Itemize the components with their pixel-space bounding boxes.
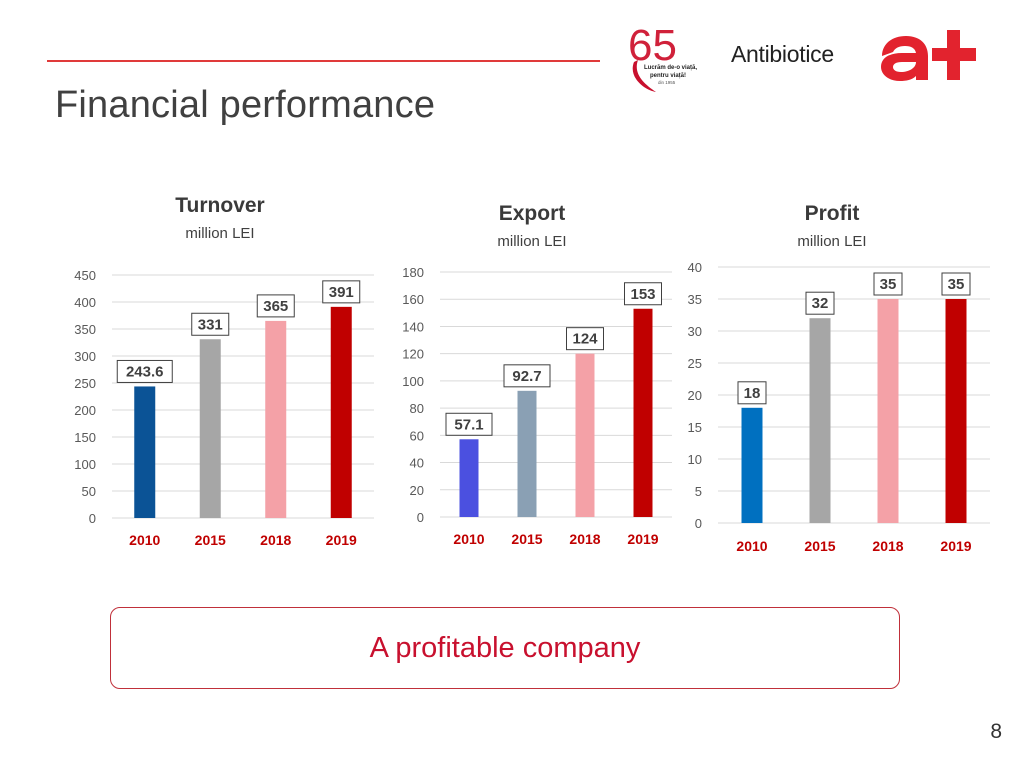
data-label: 57.1 — [454, 416, 483, 433]
banner-text: A profitable company — [369, 631, 641, 664]
bar-2019 — [330, 306, 352, 518]
y-tick-label: 180 — [402, 265, 424, 280]
y-tick-label: 25 — [688, 356, 702, 371]
data-label-box — [805, 291, 835, 315]
y-tick-label: 100 — [74, 457, 96, 472]
x-tick-label: 2019 — [627, 531, 658, 547]
y-tick-label: 5 — [695, 484, 702, 499]
bar-2015 — [517, 390, 537, 517]
chart-title-export: Export — [498, 202, 566, 225]
y-tick-label: 80 — [410, 401, 424, 416]
anniversary-tagline-3: din 1955 — [658, 80, 676, 85]
data-label-box — [445, 412, 493, 436]
data-label-box — [322, 280, 361, 304]
y-tick-label: 15 — [688, 420, 702, 435]
x-tick-label: 2018 — [569, 531, 600, 547]
brand-name: Antibiotice — [731, 41, 834, 67]
data-label: 243.6 — [126, 363, 164, 380]
bar-2019 — [945, 299, 967, 523]
y-tick-label: 160 — [402, 292, 424, 307]
bar-2018 — [265, 320, 287, 518]
y-tick-label: 100 — [402, 374, 424, 389]
chart-subtitle-turnover: million LEI — [185, 225, 255, 242]
chart-subtitle-profit: million LEI — [797, 233, 867, 250]
data-label-box — [191, 312, 230, 336]
data-label: 32 — [812, 295, 829, 312]
y-tick-label: 450 — [74, 268, 96, 283]
x-tick-label: 2015 — [804, 538, 835, 554]
x-tick-label: 2015 — [511, 531, 542, 547]
y-tick-label: 0 — [695, 516, 702, 531]
summary-banner: A profitable company — [110, 607, 900, 689]
header-rule — [47, 60, 600, 62]
bar-2010 — [741, 407, 763, 523]
page-number: 8 — [990, 720, 1002, 743]
y-tick-label: 0 — [89, 511, 96, 526]
y-tick-label: 400 — [74, 295, 96, 310]
bar-2010 — [134, 386, 156, 518]
data-label: 124 — [572, 331, 598, 348]
anniversary-number: 65 — [628, 22, 677, 70]
y-tick-label: 20 — [688, 388, 702, 403]
chart-title-profit: Profit — [804, 202, 860, 225]
data-label-box — [873, 272, 903, 296]
x-tick-label: 2015 — [195, 532, 226, 548]
y-tick-label: 40 — [688, 260, 702, 275]
y-tick-label: 20 — [410, 483, 424, 498]
page-title: Financial performance — [55, 84, 436, 126]
data-label: 35 — [948, 276, 965, 293]
export-chart: 0 20 40 60 80 100 120 140 160 180 2010 57.1 2015 92.7… — [402, 265, 672, 547]
y-tick-label: 50 — [82, 484, 96, 499]
data-label-box — [566, 327, 604, 351]
y-tick-label: 60 — [410, 428, 424, 443]
y-tick-label: 40 — [410, 456, 424, 471]
data-label: 92.7 — [512, 368, 541, 385]
data-label: 391 — [329, 284, 354, 301]
data-label: 18 — [744, 385, 761, 402]
y-tick-label: 350 — [74, 322, 96, 337]
y-tick-label: 120 — [402, 347, 424, 362]
data-label-box — [116, 359, 173, 383]
a-plus-logo-icon — [881, 30, 976, 81]
heart-swoosh-icon — [632, 60, 656, 92]
data-label-box — [624, 282, 662, 306]
data-label-box — [256, 294, 295, 318]
bar-2018 — [575, 353, 595, 517]
chart-title-turnover: Turnover — [175, 194, 265, 217]
y-tick-label: 35 — [688, 292, 702, 307]
anniversary-65-logo: 65 Lucrăm de-o viață, pentru viață! din … — [628, 22, 697, 92]
y-tick-label: 150 — [74, 430, 96, 445]
y-tick-label: 300 — [74, 349, 96, 364]
bar-2010 — [459, 439, 479, 517]
turnover-chart: 0 50 100 150 200 250 300 350 400 450 2010 243.6 2015… — [74, 268, 374, 548]
x-tick-label: 2018 — [260, 532, 291, 548]
x-tick-label: 2018 — [872, 538, 903, 554]
data-label: 35 — [880, 276, 897, 293]
data-label-box — [941, 272, 971, 296]
bar-2019 — [633, 308, 653, 517]
y-tick-label: 10 — [688, 452, 702, 467]
chart-subtitle-export: million LEI — [497, 233, 567, 250]
x-tick-label: 2010 — [453, 531, 484, 547]
data-label: 365 — [263, 298, 288, 315]
y-tick-label: 30 — [688, 324, 702, 339]
x-tick-label: 2019 — [326, 532, 357, 548]
data-label: 153 — [630, 286, 655, 303]
x-tick-label: 2019 — [940, 538, 971, 554]
x-tick-label: 2010 — [129, 532, 160, 548]
data-label-box — [737, 381, 767, 405]
bar-2018 — [877, 299, 899, 523]
y-tick-label: 140 — [402, 319, 424, 334]
profit-chart: 0 5 10 15 20 25 30 35 40 2010 18 2015 32 2018 35 2019 35 — [688, 260, 990, 554]
y-tick-label: 250 — [74, 376, 96, 391]
y-tick-label: 0 — [417, 510, 424, 525]
bar-2015 — [809, 318, 831, 523]
anniversary-tagline-2: pentru viață! — [650, 73, 686, 79]
data-label: 331 — [198, 316, 223, 333]
anniversary-tagline-1: Lucrăm de-o viață, — [644, 65, 697, 71]
bar-2015 — [199, 339, 221, 518]
x-tick-label: 2010 — [736, 538, 767, 554]
data-label-box — [503, 364, 551, 388]
y-tick-label: 200 — [74, 403, 96, 418]
